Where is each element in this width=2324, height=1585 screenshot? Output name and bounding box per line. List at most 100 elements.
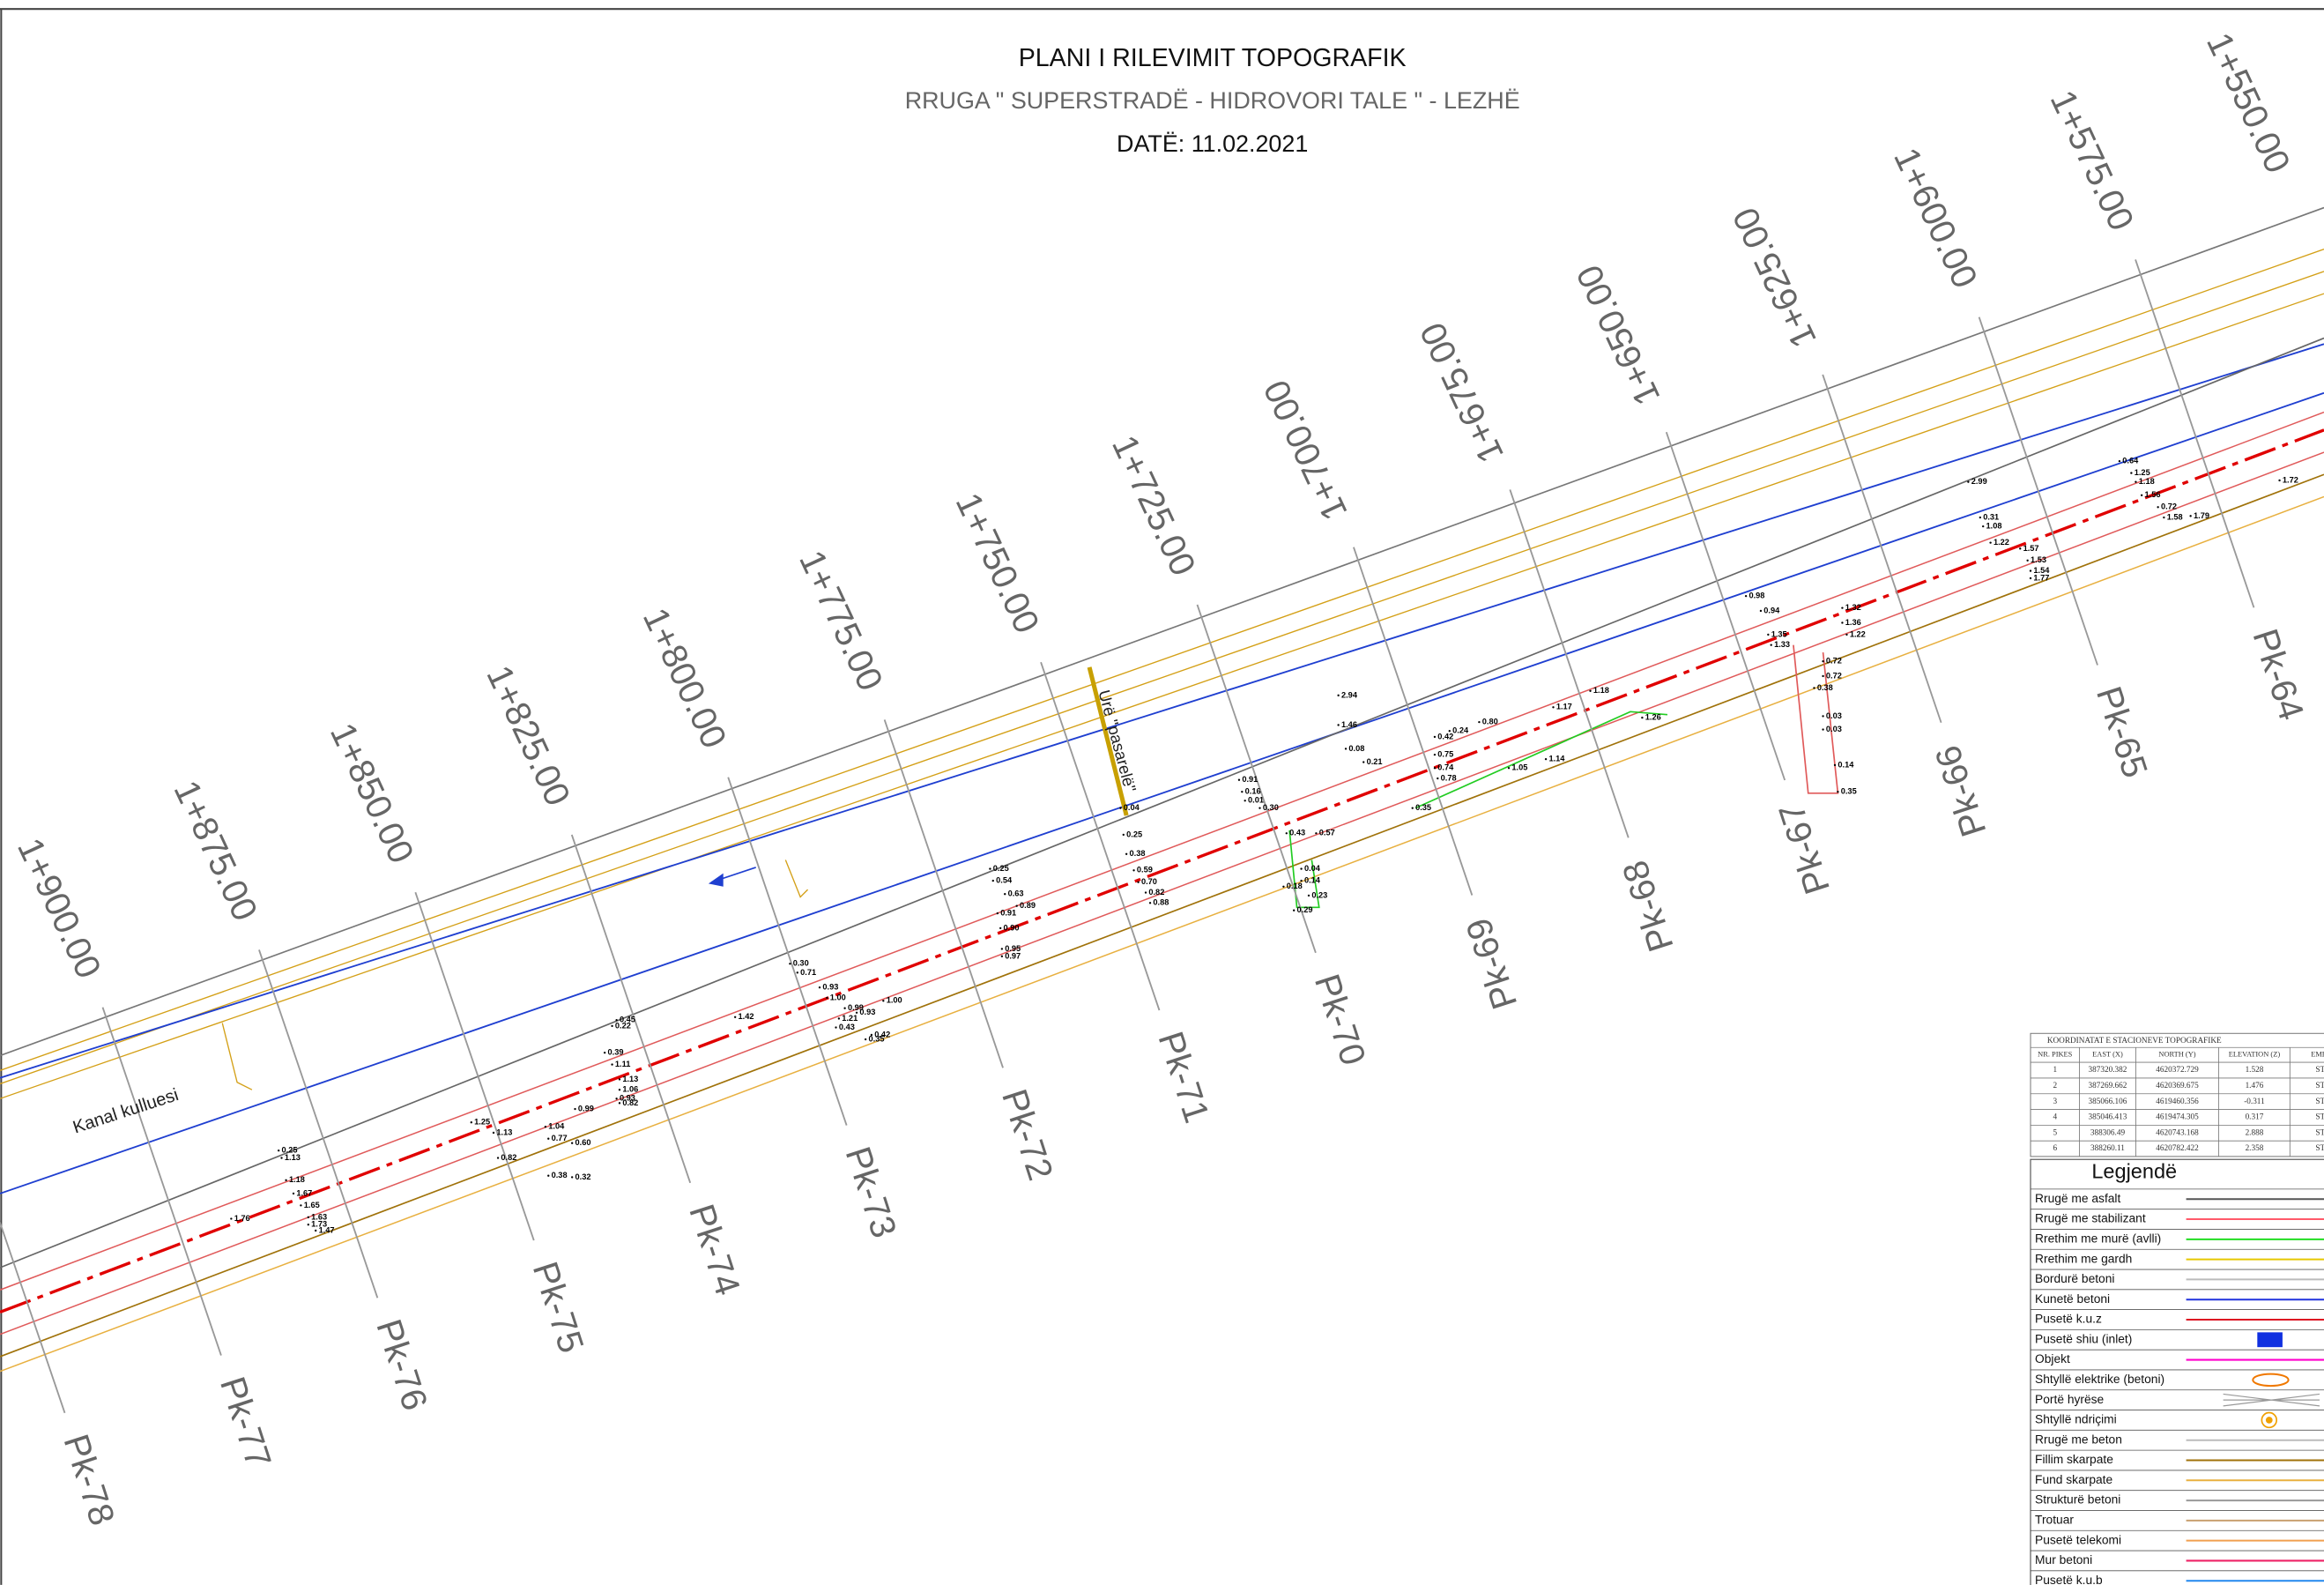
spot-elevation: 0.93 xyxy=(859,1008,875,1016)
table-cell: 1.528 xyxy=(2246,1065,2264,1074)
spot-marker xyxy=(870,1033,873,1037)
table-cell: 2.358 xyxy=(2246,1143,2264,1152)
legend-title: Legjendë xyxy=(2091,1160,2177,1183)
spot-elevation: 0.25 xyxy=(1126,830,1142,838)
spot-marker xyxy=(1015,904,1018,907)
spot-elevation: 1.22 xyxy=(1850,629,1866,638)
station-line xyxy=(1040,661,1161,1011)
spot-elevation: 1.67 xyxy=(296,1188,312,1197)
road-edge xyxy=(0,337,2324,1269)
spot-elevation: 1.47 xyxy=(319,1225,335,1234)
spot-marker xyxy=(544,1126,547,1128)
contour xyxy=(0,293,2324,1099)
spot-marker xyxy=(570,1142,574,1144)
spot-elevation: 1.18 xyxy=(1593,686,1609,695)
spot-marker xyxy=(547,1174,550,1177)
spot-elevation: 1.42 xyxy=(739,1012,754,1021)
road-edge-red xyxy=(0,451,2324,1336)
spot-elevation: 1.56 xyxy=(2145,490,2161,499)
table-cell: 385066.106 xyxy=(2089,1097,2127,1105)
bridge xyxy=(1087,666,1129,816)
table-cell: ST-1 xyxy=(2315,1127,2324,1136)
table-cell: 2.888 xyxy=(2246,1127,2264,1136)
spot-elevation: 0.03 xyxy=(1826,725,1842,733)
spot-elevation: 0.22 xyxy=(615,1021,631,1030)
spot-marker xyxy=(1979,516,1982,519)
spot-marker xyxy=(1119,807,1122,809)
slope-line xyxy=(0,495,2324,1373)
table-cell: 4620782.422 xyxy=(2156,1143,2199,1152)
legend-label: Rrethim me murë (avlli) xyxy=(2035,1232,2161,1245)
contour xyxy=(0,249,2324,1071)
spot-elevation: 0.25 xyxy=(282,1146,298,1155)
title: PLANI I RILEVIMIT TOPOGRAFIK xyxy=(1019,44,1407,72)
spot-elevation: 0.59 xyxy=(1137,866,1153,874)
spot-elevation: 0.77 xyxy=(552,1134,568,1142)
spot-marker xyxy=(615,1018,618,1022)
spot-elevation: 0.42 xyxy=(1437,732,1453,740)
spot-elevation: 1.13 xyxy=(622,1075,638,1083)
spot-elevation: 1.65 xyxy=(304,1201,320,1209)
station-line xyxy=(883,719,1004,1068)
spot-marker xyxy=(837,1017,841,1020)
legend-frame xyxy=(2030,1158,2324,1585)
spot-marker xyxy=(855,1011,858,1014)
table-cell: 388260.11 xyxy=(2090,1143,2125,1152)
spot-marker xyxy=(1344,748,1348,750)
spot-marker xyxy=(1552,706,1555,709)
spot-elevation: 2.94 xyxy=(1341,690,1358,699)
spot-elevation: 1.32 xyxy=(1845,603,1861,612)
spot-elevation: 0.88 xyxy=(1153,898,1169,907)
spot-elevation: 1.58 xyxy=(2167,512,2183,521)
spot-elevation: 0.01 xyxy=(1248,796,1264,805)
legend-label: Objekt xyxy=(2035,1352,2070,1365)
legend-label: Pusetë telekomi xyxy=(2035,1533,2121,1546)
table-cell: -0.311 xyxy=(2244,1097,2265,1105)
spot-marker xyxy=(603,1051,606,1054)
legend-label: Pusetë k.u.z xyxy=(2035,1313,2102,1326)
legend-label: Fillim skarpate xyxy=(2035,1453,2113,1466)
spot-marker xyxy=(1122,833,1125,837)
spot-marker xyxy=(1833,763,1837,767)
spot-marker xyxy=(277,1149,280,1152)
table-header: ELEVATION (Z) xyxy=(2229,1051,2281,1059)
canal-edge xyxy=(0,391,2324,1194)
spot-elevation: 0.23 xyxy=(1311,890,1327,899)
centerline xyxy=(0,428,2324,1314)
spot-marker xyxy=(1822,674,1824,678)
spot-elevation: 0.14 xyxy=(1304,876,1321,885)
spot-elevation: 0.95 xyxy=(1005,944,1021,953)
spot-marker xyxy=(1144,891,1147,894)
spot-marker xyxy=(611,1024,613,1028)
spot-elevation: 0.35 xyxy=(1415,803,1431,812)
spot-elevation: 0.93 xyxy=(822,983,838,992)
spot-elevation: 1.08 xyxy=(1986,522,2002,531)
spot-elevation: 0.24 xyxy=(1452,726,1469,735)
legend-symbol xyxy=(2257,1332,2283,1348)
table-cell: 385046.413 xyxy=(2089,1112,2127,1121)
spot-marker xyxy=(1148,902,1152,904)
spot-marker xyxy=(1822,728,1824,731)
legend-label: Rrugë me beton xyxy=(2035,1432,2122,1446)
spot-marker xyxy=(1448,730,1451,733)
spot-elevation: 0.39 xyxy=(608,1048,624,1057)
spot-marker xyxy=(1433,735,1437,739)
spot-elevation: 1.73 xyxy=(311,1220,327,1229)
legend-symbol xyxy=(2223,1393,2320,1407)
spot-elevation: 0.91 xyxy=(1242,775,1258,784)
spot-elevation: 0.21 xyxy=(1367,757,1383,766)
table-cell: 4 xyxy=(2053,1112,2057,1121)
flow-arrow-head xyxy=(708,873,724,887)
spot-elevation: 1.36 xyxy=(1845,618,1861,627)
table-title: KOORDINATAT E STACIONEVE TOPOGRAFIKE xyxy=(2047,1036,2222,1045)
spot-elevation: 1.18 xyxy=(2139,477,2155,486)
spot-marker xyxy=(307,1224,309,1226)
spot-elevation: 1.53 xyxy=(2031,555,2046,564)
spot-elevation: 0.82 xyxy=(1148,888,1164,897)
spot-elevation: 0.94 xyxy=(1763,606,1780,614)
spot-elevation: 0.18 xyxy=(1287,882,1303,890)
spot-elevation: 0.60 xyxy=(575,1138,591,1147)
legend-label: Portë hyrëse xyxy=(2035,1393,2104,1406)
spot-elevation: 1.25 xyxy=(474,1118,490,1127)
spot-marker xyxy=(1759,609,1763,613)
